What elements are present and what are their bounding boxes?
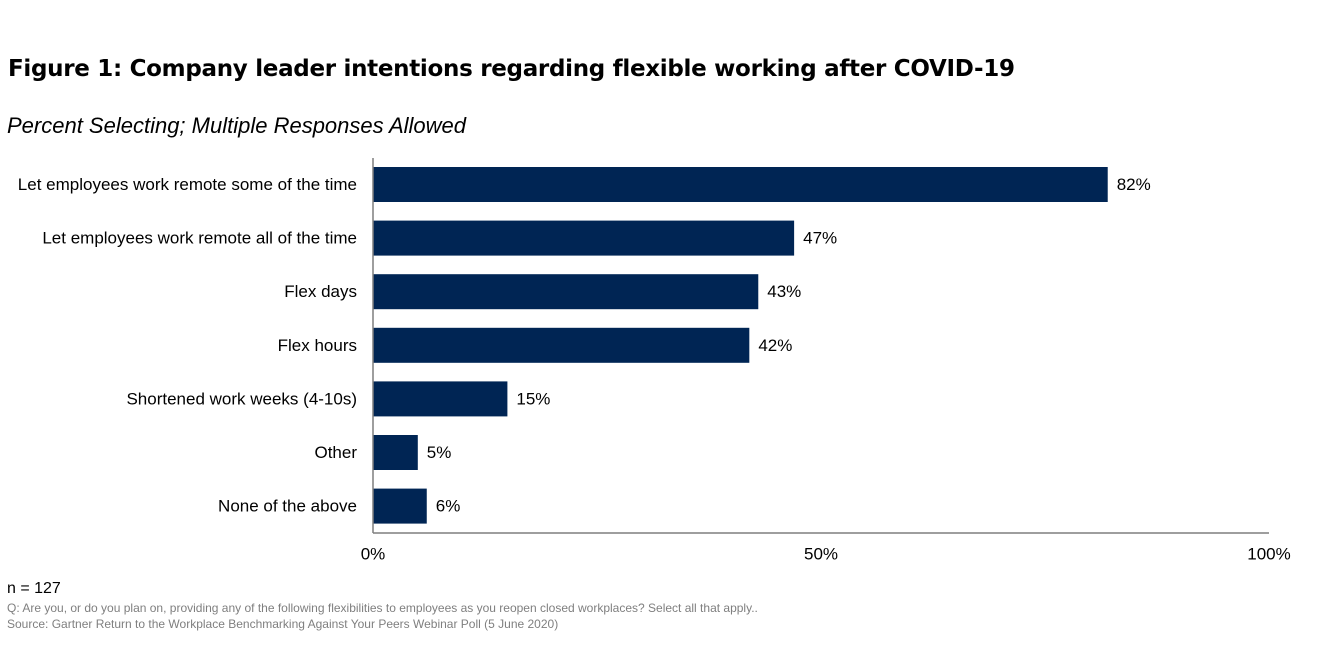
category-label: Shortened work weeks (4-10s) <box>126 389 357 408</box>
value-label: 42% <box>758 336 792 355</box>
value-label: 6% <box>436 497 461 516</box>
bar <box>373 327 750 363</box>
value-labels-group: 82% 47% 43% 42% 15% 5% 6% <box>427 175 1151 516</box>
category-label: None of the above <box>218 497 357 516</box>
chart-title: Figure 1: Company leader intentions rega… <box>8 56 1015 82</box>
category-label: Let employees work remote all of the tim… <box>42 229 357 248</box>
survey-question: Q: Are you, or do you plan on, providing… <box>7 601 758 615</box>
source-note: Source: Gartner Return to the Workplace … <box>7 617 559 631</box>
bar <box>373 220 795 256</box>
value-label: 82% <box>1117 175 1151 194</box>
x-tick-label: 0% <box>361 545 386 564</box>
bar <box>373 274 759 310</box>
category-label: Other <box>314 443 357 462</box>
bars-group <box>373 167 1108 524</box>
chart-subtitle: Percent Selecting; Multiple Responses Al… <box>7 113 466 138</box>
value-label: 43% <box>767 282 801 301</box>
bar <box>373 381 508 417</box>
value-label: 47% <box>803 229 837 248</box>
category-label: Flex hours <box>278 336 357 355</box>
bar <box>373 488 427 524</box>
x-tick-label: 50% <box>804 545 838 564</box>
value-label: 5% <box>427 443 452 462</box>
value-label: 15% <box>516 389 550 408</box>
bar <box>373 167 1108 202</box>
bar <box>373 435 418 470</box>
x-tick-label: 100% <box>1247 545 1290 564</box>
category-labels-group: Let employees work remote some of the ti… <box>18 175 358 516</box>
axes-group: 0% 50% 100% <box>361 158 1291 564</box>
category-label: Let employees work remote some of the ti… <box>18 175 357 194</box>
sample-size: n = 127 <box>7 580 61 597</box>
category-label: Flex days <box>284 282 357 301</box>
